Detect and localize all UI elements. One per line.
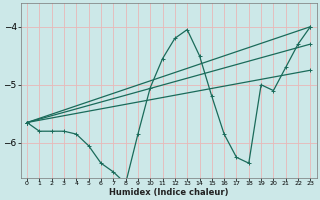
X-axis label: Humidex (Indice chaleur): Humidex (Indice chaleur): [109, 188, 228, 197]
